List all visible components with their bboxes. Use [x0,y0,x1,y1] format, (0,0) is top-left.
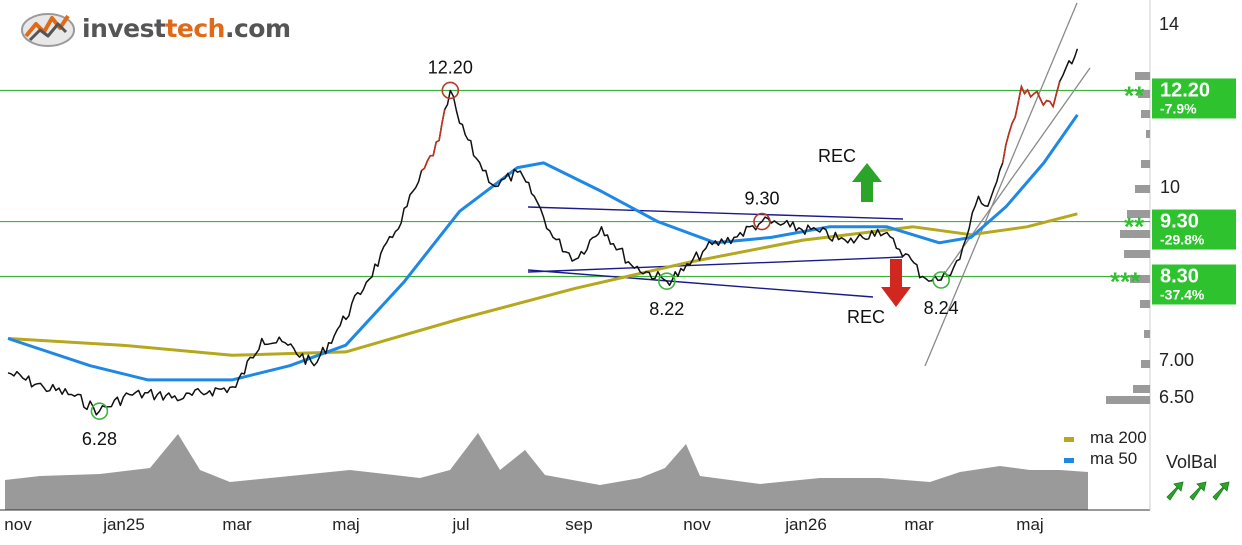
volume-profile-bar [1127,210,1150,218]
price-line-highlight [421,109,446,172]
legend-swatch [1064,458,1074,463]
volume-profile-bar [1141,160,1150,168]
volbal-label: VolBal [1166,452,1217,472]
x-tick-label: nov [4,515,32,534]
x-tick-label: maj [332,515,359,534]
level-stars: ** [1124,80,1145,110]
logo-chart-icon [21,13,75,47]
level-badge [1152,264,1236,305]
y-tick-label: 14 [1159,14,1179,34]
buy-signal-arrow-icon [852,163,882,202]
level-percent: -29.8% [1160,232,1205,248]
extreme-point-marker [658,272,676,290]
y-tick-label: 7.00 [1159,350,1194,370]
wedge-line [527,269,874,298]
signal-label: REC [818,146,856,166]
ma-line [7,212,1078,357]
level-stars: *** [1110,266,1141,296]
ma-line [7,113,1079,382]
x-tick-label: nov [683,515,711,534]
volume-profile-bar [1130,275,1150,283]
extreme-point-label: 6.28 [82,429,117,449]
signal-label: REC [847,307,885,327]
wedge-line [527,206,904,220]
x-tick-label: sep [565,515,592,534]
volume-profile-bar [1124,250,1150,258]
volume-profile-bar [1120,230,1150,238]
price-line [7,48,1079,416]
volume-profile-bar [1106,396,1150,404]
volume-profile-bar [1141,110,1150,118]
volbal-up-arrow-icon [1189,481,1207,501]
level-badge [1152,78,1236,119]
extreme-point-marker [753,212,771,231]
volume-profile-bar [1138,90,1150,98]
legend-swatch [1064,437,1074,442]
extreme-point-label: 8.24 [924,298,959,318]
x-tick-label: maj [1016,515,1043,534]
legend-label: ma 200 [1090,428,1147,447]
x-tick-label: jul [451,515,469,534]
sell-signal-arrow-icon [881,259,911,307]
extreme-point-label: 12.20 [428,57,473,77]
extreme-point-label: 9.30 [744,189,779,209]
trend-channel-line [924,2,1078,367]
y-tick-label: 6.50 [1159,387,1194,407]
x-tick-label: mar [222,515,252,534]
volume-area [5,433,1088,510]
price-line-highlight [1001,81,1061,164]
level-badge [1152,209,1236,250]
logo-text: investtech.com [82,13,291,43]
level-value: 8.30 [1160,265,1199,287]
level-percent: -37.4% [1160,286,1205,302]
y-tick-label: 10 [1160,177,1180,197]
volume-profile-bar [1141,360,1150,368]
level-stars: ** [1124,212,1145,242]
level-percent: -7.9% [1160,100,1197,116]
extreme-point-marker [932,271,950,289]
level-value: 9.30 [1160,211,1199,233]
volume-profile-bar [1146,130,1150,138]
volume-profile-bar [1135,72,1150,80]
x-tick-label: jan26 [784,515,827,534]
volbal-up-arrow-icon [1212,481,1230,501]
extreme-point-marker [90,402,109,420]
volume-profile-bar [1135,185,1150,193]
x-tick-label: jan25 [102,515,145,534]
volume-profile-bar [1144,330,1150,338]
investtech-logo: investtech.com [20,8,291,48]
level-value: 12.20 [1160,79,1210,101]
volbal-up-arrow-icon [1166,481,1184,501]
x-tick-label: mar [904,515,934,534]
trend-channel-line [939,67,1091,281]
volume-profile-bar [1133,385,1150,393]
extreme-point-label: 8.22 [649,299,684,319]
extreme-point-marker [441,81,460,100]
volume-profile-bar [1140,300,1150,308]
legend-label: ma 50 [1090,449,1137,468]
wedge-line [527,256,904,273]
